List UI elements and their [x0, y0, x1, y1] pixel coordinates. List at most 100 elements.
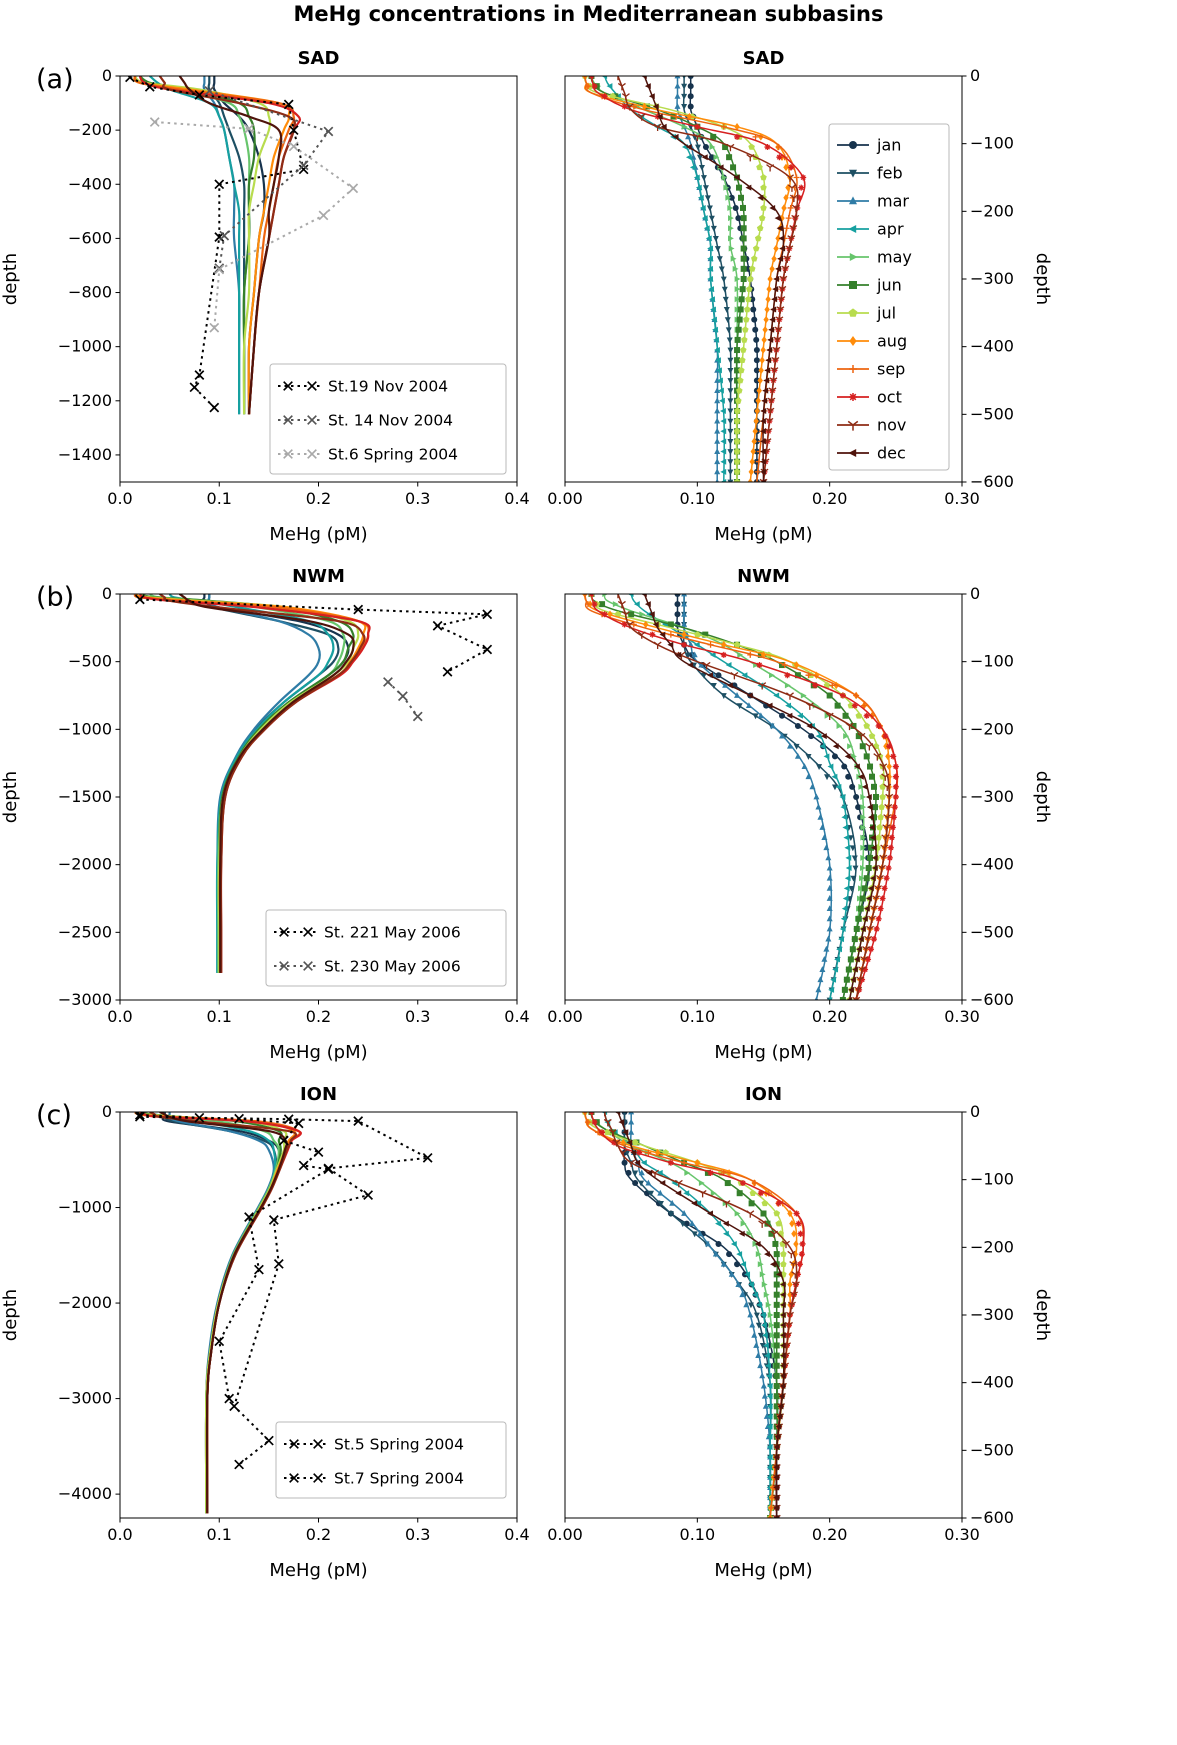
y-tick-label: −200	[970, 1237, 1014, 1256]
legend-label-mar: mar	[877, 192, 909, 211]
y-tick-label: −200	[970, 719, 1014, 738]
legend-label-may: may	[877, 248, 912, 267]
x-tick-label: 0.10	[680, 489, 716, 508]
y-tick-label: −400	[970, 337, 1014, 356]
chart-sad-right: 0.00 0.10 0.20 0.30 0 −100 −200 −300 −400 −500 −60…	[545, 40, 1177, 558]
obs-legend-label: St.7 Spring 2004	[334, 1470, 464, 1488]
y-tick-label: 0	[102, 584, 112, 603]
y-tick-label: −1000	[58, 719, 112, 738]
chart-ion-right-svg: 0.00 0.10 0.20 0.30 0 −100 −200 −300 −400 −500 −60…	[547, 1084, 1053, 1581]
chart-title: NWM	[292, 566, 345, 587]
obs-series-0	[139, 598, 490, 673]
y-tick-label: −300	[970, 269, 1014, 288]
x-tick-label: 0.00	[547, 1525, 583, 1544]
x-tick-label: 0.1	[207, 489, 232, 508]
legend-label-jan: jan	[876, 136, 901, 155]
x-axis-label: MeHg (pM)	[714, 1560, 812, 1581]
y-tick-label: −2500	[58, 922, 112, 941]
y-axis-label: depth	[0, 1289, 21, 1341]
y-tick-label: −300	[970, 1305, 1014, 1324]
series-jun	[590, 594, 877, 1000]
series-dec	[178, 76, 283, 415]
y-tick-label: −1000	[58, 1198, 112, 1217]
x-tick-label: 0.10	[680, 1007, 716, 1026]
y-tick-label: −500	[68, 652, 112, 671]
y-tick-label: 0	[102, 66, 112, 85]
x-tick-label: 0.30	[944, 1525, 980, 1544]
y-tick-label: −3000	[58, 990, 112, 1009]
chart-ion-right: 0.00 0.10 0.20 0.30 0 −100 −200 −300 −400 −500 −60…	[545, 1076, 1177, 1594]
chart-title: ION	[745, 1084, 782, 1105]
obs-legend: St. 221 May 2006 St. 230 May 2006	[265, 909, 507, 987]
y-tick-label: −200	[68, 120, 112, 139]
series-mar	[682, 594, 833, 1000]
y-tick-label: −1000	[58, 337, 112, 356]
x-axis-label: MeHg (pM)	[714, 1042, 812, 1063]
series-jan	[161, 1112, 282, 1514]
obs-series-1	[139, 1115, 332, 1399]
obs-legend-label: St. 230 May 2006	[324, 958, 461, 976]
x-tick-label: 0.4	[504, 1007, 529, 1026]
y-tick-label: 0	[970, 1102, 980, 1121]
x-tick-label: 0.10	[680, 1525, 716, 1544]
x-tick-label: 0.3	[405, 1007, 430, 1026]
x-axis-label: MeHg (pM)	[269, 1042, 367, 1063]
series-apr	[603, 76, 726, 482]
x-tick-label: 0.30	[944, 1007, 980, 1026]
y-tick-label: −800	[68, 283, 112, 302]
x-tick-label: 0.00	[547, 489, 583, 508]
y-tick-label: −300	[970, 787, 1014, 806]
chart-nwm-right: 0.00 0.10 0.20 0.30 0 −100 −200 −300 −400 −500 −60…	[545, 558, 1177, 1076]
x-tick-label: 0.4	[504, 489, 529, 508]
figure-title: MeHg concentrations in Mediterranean sub…	[293, 2, 884, 26]
obs-legend-label: St.19 Nov 2004	[328, 378, 448, 396]
series-may	[603, 594, 865, 1000]
month-legend: jan feb mar apr may jun jul aug sep oct nov dec	[828, 123, 950, 471]
y-tick-label: −500	[970, 1440, 1014, 1459]
y-tick-label: −1200	[58, 391, 112, 410]
series-jul	[584, 1112, 785, 1518]
chart-title: SAD	[743, 48, 785, 69]
y-tick-label: −4000	[58, 1484, 112, 1503]
legend-label-nov: nov	[877, 416, 906, 435]
x-tick-label: 0.3	[405, 489, 430, 508]
row-sad: 0.0 0.1 0.2 0.3 0.4 0 −200 −400 −600 −800 −1000 −12…	[0, 40, 1177, 558]
x-tick-label: 0.0	[107, 1007, 132, 1026]
y-axis-label: depth	[0, 253, 21, 305]
y-tick-label: −2000	[58, 855, 112, 874]
series-dec	[159, 1112, 288, 1514]
x-tick-label: 0.2	[306, 1007, 331, 1026]
series-apr	[149, 76, 241, 415]
obs-legend: St.5 Spring 2004 St.7 Spring 2004	[275, 1421, 507, 1499]
y-tick-label: −600	[970, 990, 1014, 1009]
chart-ion-left: 0.0 0.1 0.2 0.3 0.4 0 −1000 −2000 −3000 −4000 ION M…	[0, 1076, 545, 1594]
chart-title: ION	[300, 1084, 337, 1105]
x-tick-label: 0.20	[812, 1525, 848, 1544]
series-feb	[162, 1112, 278, 1514]
chart-title: SAD	[298, 48, 340, 69]
y-tick-label: −600	[970, 1508, 1014, 1527]
row-nwm: 0.0 0.1 0.2 0.3 0.4 0 −500 −1000 −1500 −2000 −2500…	[0, 558, 1177, 1076]
y-tick-label: −1400	[58, 445, 112, 464]
chart-nwm-left-svg: 0.0 0.1 0.2 0.3 0.4 0 −500 −1000 −1500 −2000 −2500…	[0, 566, 530, 1063]
chart-sad-left-svg: 0.0 0.1 0.2 0.3 0.4 0 −200 −400 −600 −800 −1000 −12…	[0, 48, 530, 545]
y-tick-label: −100	[970, 652, 1014, 671]
chart-ion-left-svg: 0.0 0.1 0.2 0.3 0.4 0 −1000 −2000 −3000 −4000 ION M…	[0, 1084, 530, 1581]
series-jun	[139, 76, 256, 415]
obs-legend-label: St.6 Spring 2004	[328, 446, 458, 464]
series-dec	[178, 594, 355, 973]
legend-label-aug: aug	[877, 332, 907, 351]
series-mar	[167, 1112, 275, 1514]
legend-label-dec: dec	[877, 444, 906, 463]
legend-label-sep: sep	[877, 360, 905, 379]
y-tick-label: 0	[970, 66, 980, 85]
y-tick-label: −600	[68, 228, 112, 247]
obs-series-0	[139, 1113, 432, 1466]
x-tick-label: 0.2	[306, 489, 331, 508]
y-tick-label: −100	[970, 1170, 1014, 1189]
series-oct	[590, 594, 898, 1000]
x-tick-label: 0.1	[207, 1525, 232, 1544]
obs-legend-label: St. 221 May 2006	[324, 924, 461, 942]
y-tick-label: 0	[970, 584, 980, 603]
y-tick-label: −2000	[58, 1293, 112, 1312]
